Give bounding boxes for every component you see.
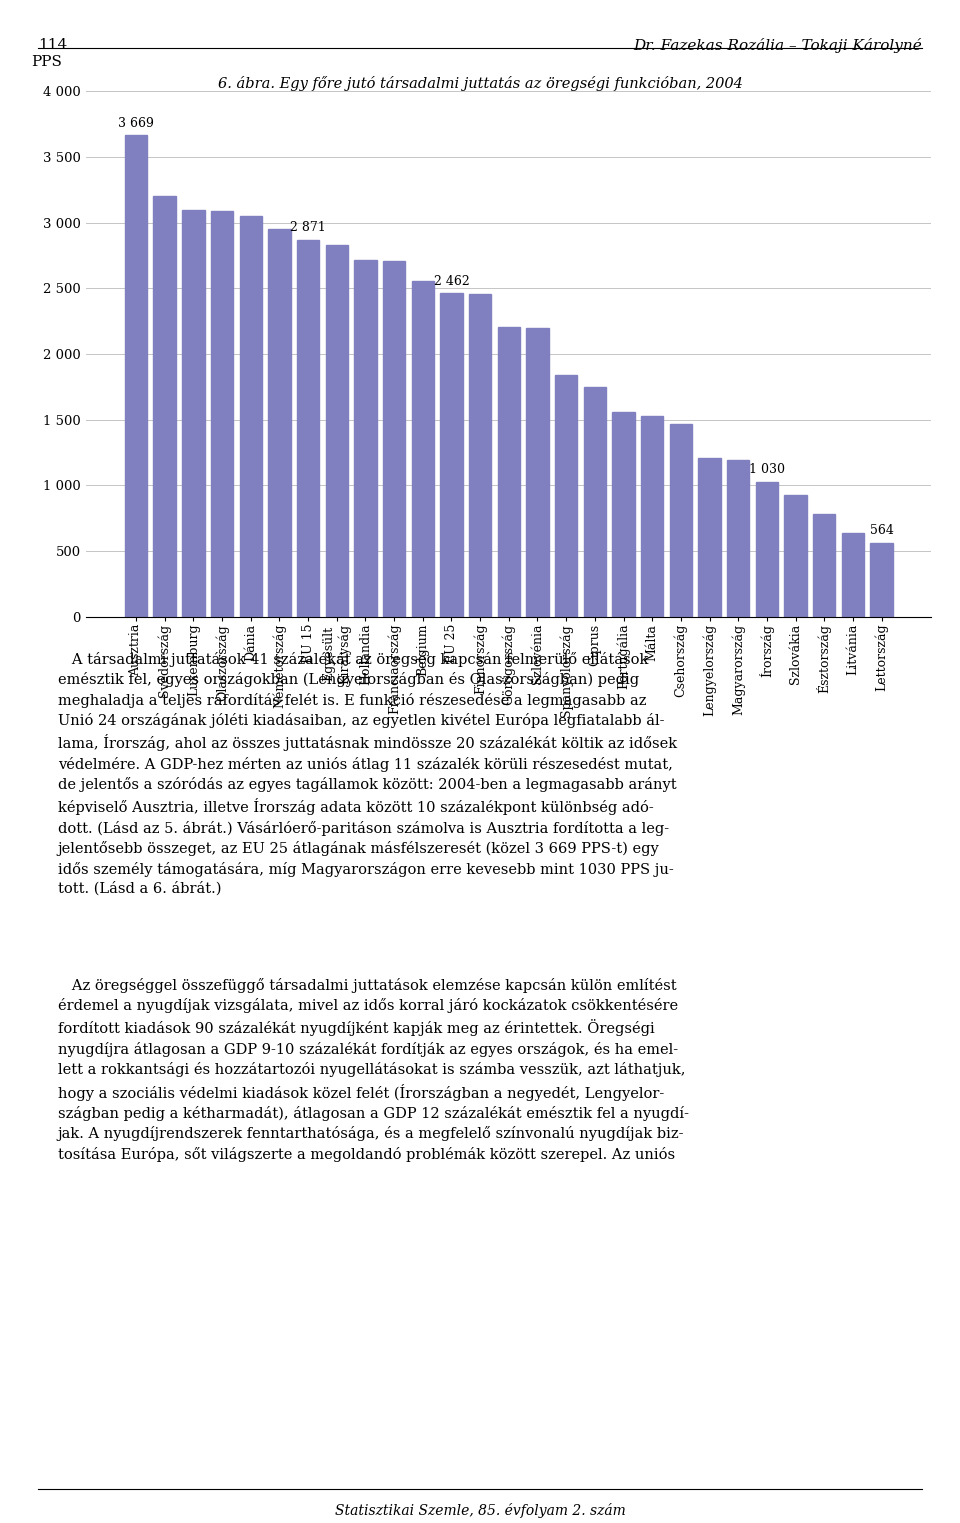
Bar (670, 423, 692, 617)
Bar (612, 411, 635, 617)
Bar (468, 294, 492, 617)
Text: Statisztikai Szemle, 85. évfolyam 2. szám: Statisztikai Szemle, 85. évfolyam 2. szá… (335, 1503, 625, 1518)
Text: 2 871: 2 871 (290, 221, 326, 235)
Bar (441, 294, 463, 617)
Bar (698, 458, 721, 617)
Bar (383, 260, 405, 617)
Bar (784, 495, 806, 617)
Bar (268, 230, 291, 617)
Bar (641, 416, 663, 617)
Bar (211, 210, 233, 617)
Bar (297, 239, 320, 617)
Text: Az öregséggel összefüggő társadalmi juttatások elemzése kapcsán külön említést
é: Az öregséggel összefüggő társadalmi jutt… (58, 978, 688, 1162)
Bar (497, 326, 520, 617)
Bar (182, 210, 204, 617)
Bar (871, 542, 893, 617)
Bar (756, 481, 779, 617)
Bar (555, 375, 577, 617)
Bar (813, 515, 835, 617)
Bar (842, 533, 864, 617)
Text: 3 669: 3 669 (118, 117, 154, 129)
Text: 564: 564 (870, 524, 894, 538)
Bar (727, 460, 750, 617)
Text: 6. ábra. Egy főre jutó társadalmi juttatás az öregségi funkcióban, 2004: 6. ábra. Egy főre jutó társadalmi juttat… (218, 76, 742, 91)
Bar (526, 327, 549, 617)
Text: 2 462: 2 462 (434, 276, 469, 288)
Bar (125, 136, 147, 617)
Bar (584, 387, 606, 617)
Text: A társadalmi juttatások 41 százalékát az öregség kapcsán felmerülő ellátások
emé: A társadalmi juttatások 41 százalékát az… (58, 652, 677, 896)
Text: 114: 114 (38, 38, 67, 52)
Text: PPS: PPS (32, 55, 62, 69)
Text: Dr. Fazekas Rozália – Tokaji Károlyné: Dr. Fazekas Rozália – Tokaji Károlyné (633, 38, 922, 53)
Bar (412, 280, 434, 617)
Bar (354, 259, 376, 617)
Bar (325, 245, 348, 617)
Bar (239, 216, 262, 617)
Bar (154, 196, 176, 617)
Text: 1 030: 1 030 (749, 463, 785, 477)
